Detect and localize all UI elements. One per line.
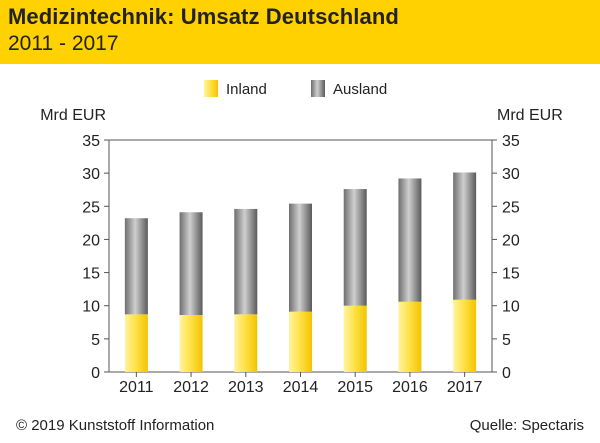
bar-ausland-2011	[124, 218, 148, 315]
legend-label-inland: Inland	[226, 81, 267, 98]
y-tick-label-left: 25	[82, 199, 100, 216]
y-tick-label-right: 10	[502, 299, 520, 316]
y-tick-label-right: 20	[502, 232, 520, 249]
bar-ausland-2013	[234, 208, 258, 315]
legend-swatch-ausland	[311, 80, 325, 97]
bar-ausland-2016	[398, 178, 422, 302]
chart-subtitle: 2011 - 2017	[8, 32, 119, 55]
x-tick-label-2017: 2017	[447, 379, 483, 396]
bar-inland-2014	[289, 311, 312, 372]
bar-inland-2012	[179, 314, 203, 372]
x-tick-label-2013: 2013	[228, 379, 264, 396]
y-tick-label-right: 5	[502, 332, 511, 349]
x-tick-label-2011: 2011	[119, 379, 154, 396]
x-tick-label-2015: 2015	[337, 379, 373, 396]
y-tick-label-left: 0	[91, 365, 100, 382]
y-axis-label-left: Mrd EUR	[40, 107, 106, 124]
y-tick-label-left: 35	[82, 133, 100, 150]
bar-ausland-2015	[343, 189, 367, 306]
axes: 0 0 5 5 10 10 15 15 20 20 25 25 30 30 35 35 Mrd EUR Mrd E…	[40, 107, 563, 396]
bar-inland-2015	[343, 305, 367, 372]
y-tick-label-right: 15	[502, 266, 520, 283]
y-tick-label-left: 30	[82, 166, 100, 183]
bar-inland-2011	[124, 314, 148, 372]
y-tick-label-left: 20	[82, 232, 100, 249]
bar-inland-2017	[453, 299, 477, 372]
legend-label-ausland: Ausland	[333, 81, 387, 98]
legend-swatch-inland	[204, 80, 218, 97]
header-bar: Medizintechnik: Umsatz Deutschland 2011 …	[0, 0, 600, 64]
y-tick-label-right: 30	[502, 166, 520, 183]
bar-ausland-2012	[179, 212, 203, 315]
chart-title: Medizintechnik: Umsatz Deutschland	[8, 4, 399, 29]
x-tick-label-2016: 2016	[392, 379, 428, 396]
bar-inland-2016	[398, 301, 422, 372]
y-tick-label-right: 0	[502, 365, 511, 382]
copyright-text: © 2019 Kunststoff Information	[16, 417, 215, 434]
x-tick-label-2014: 2014	[283, 379, 319, 396]
y-tick-label-right: 25	[502, 199, 520, 216]
y-tick-label-left: 10	[82, 299, 100, 316]
y-axis-label-right: Mrd EUR	[497, 107, 563, 124]
y-tick-label-right: 35	[502, 133, 520, 150]
bar-inland-2013	[234, 314, 258, 372]
source-text: Quelle: Spectaris	[469, 417, 584, 434]
bar-ausland-2017	[453, 172, 477, 300]
y-tick-label-left: 15	[82, 266, 100, 283]
x-tick-label-2012: 2012	[173, 379, 209, 396]
bars	[124, 172, 477, 372]
y-tick-label-left: 5	[91, 332, 100, 349]
legend: Inland Ausland	[204, 80, 387, 98]
bar-ausland-2014	[289, 203, 312, 312]
